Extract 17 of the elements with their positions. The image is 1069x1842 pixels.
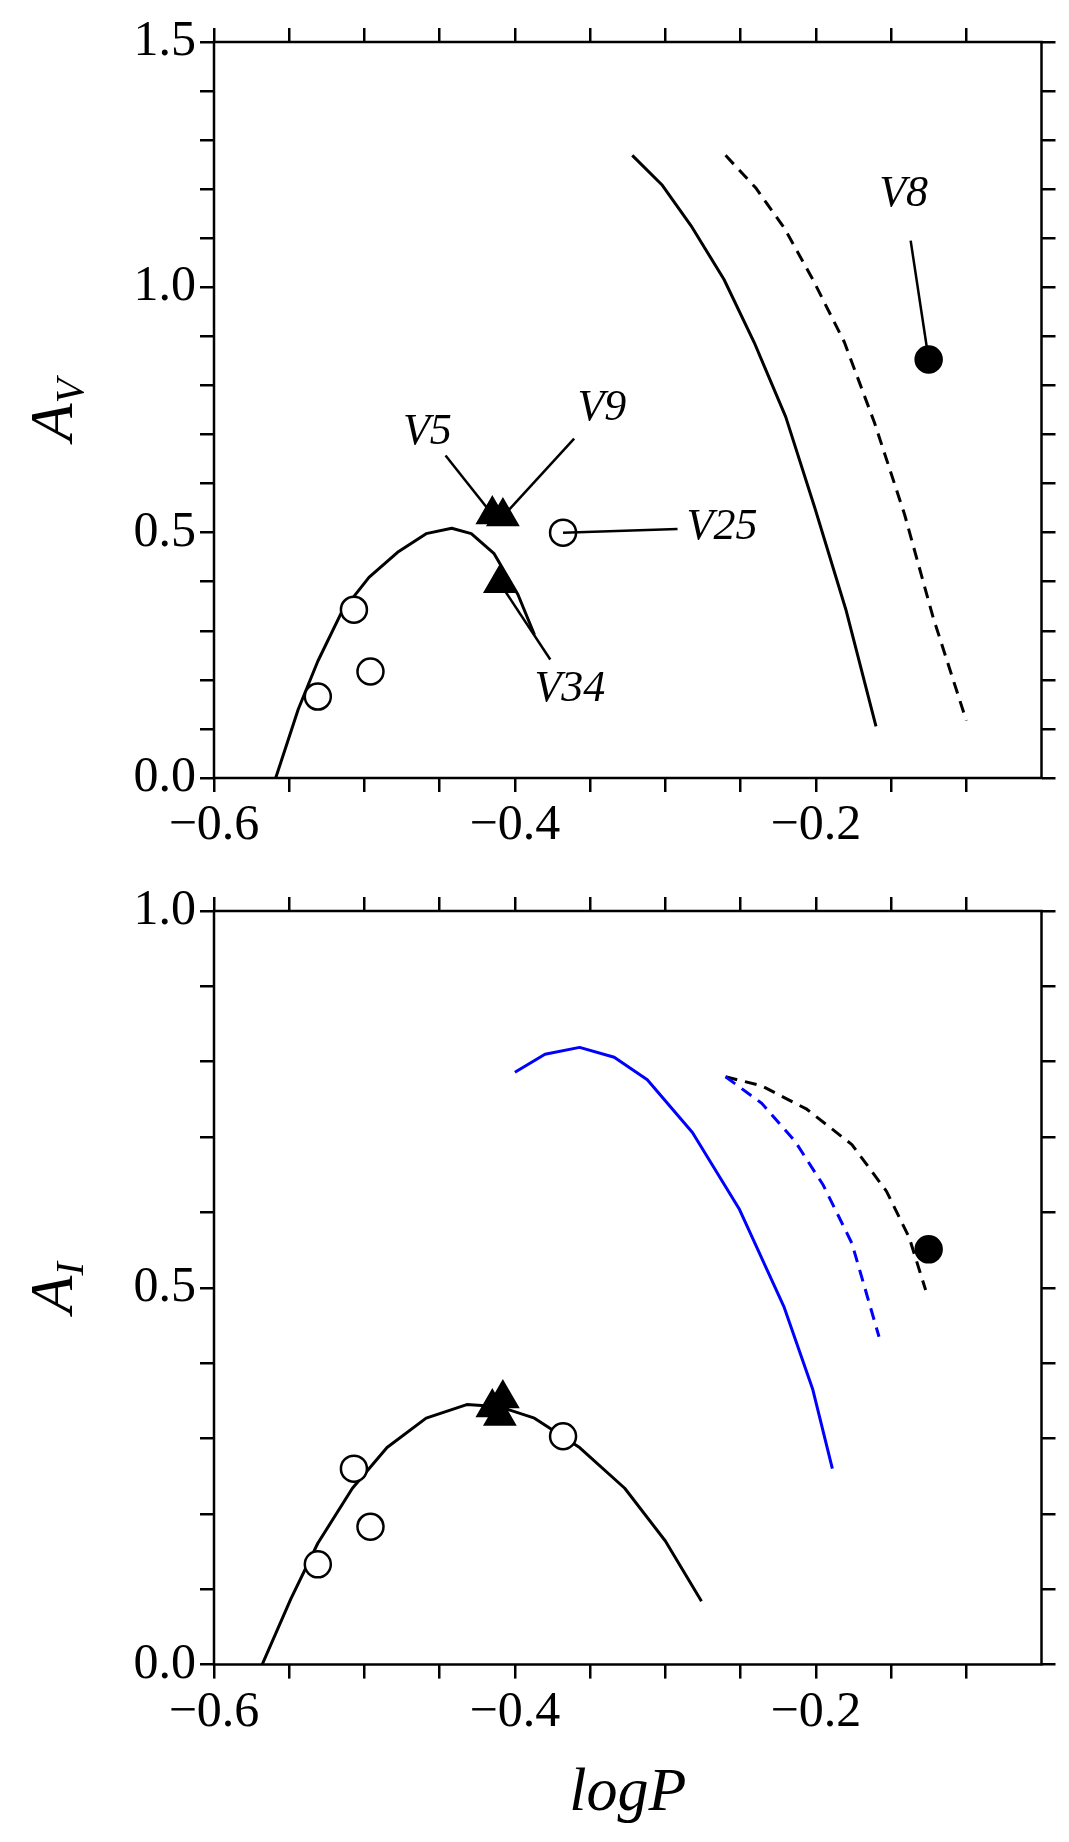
y-tick-label: 0.5: [133, 1255, 196, 1312]
x-tick-label: −0.4: [469, 794, 561, 851]
annotation: V34: [534, 661, 606, 711]
annotation: V8: [879, 167, 929, 217]
y-tick-label: 1.0: [133, 879, 196, 936]
y-axis-title: AV: [17, 374, 92, 446]
annotation: V25: [686, 500, 758, 550]
x-tick-label: −0.2: [770, 794, 862, 851]
annotation: V9: [577, 381, 627, 431]
y-axis-title: AI: [17, 1260, 92, 1318]
annotation: V5: [402, 405, 452, 455]
y-tick-label: 0.5: [133, 500, 196, 557]
x-tick-label: −0.2: [770, 1680, 862, 1737]
y-tick-label: 1.5: [133, 10, 196, 67]
y-tick-label: 1.0: [133, 255, 196, 312]
x-tick-label: −0.4: [469, 1680, 561, 1737]
x-axis-title: logP: [569, 1755, 687, 1824]
